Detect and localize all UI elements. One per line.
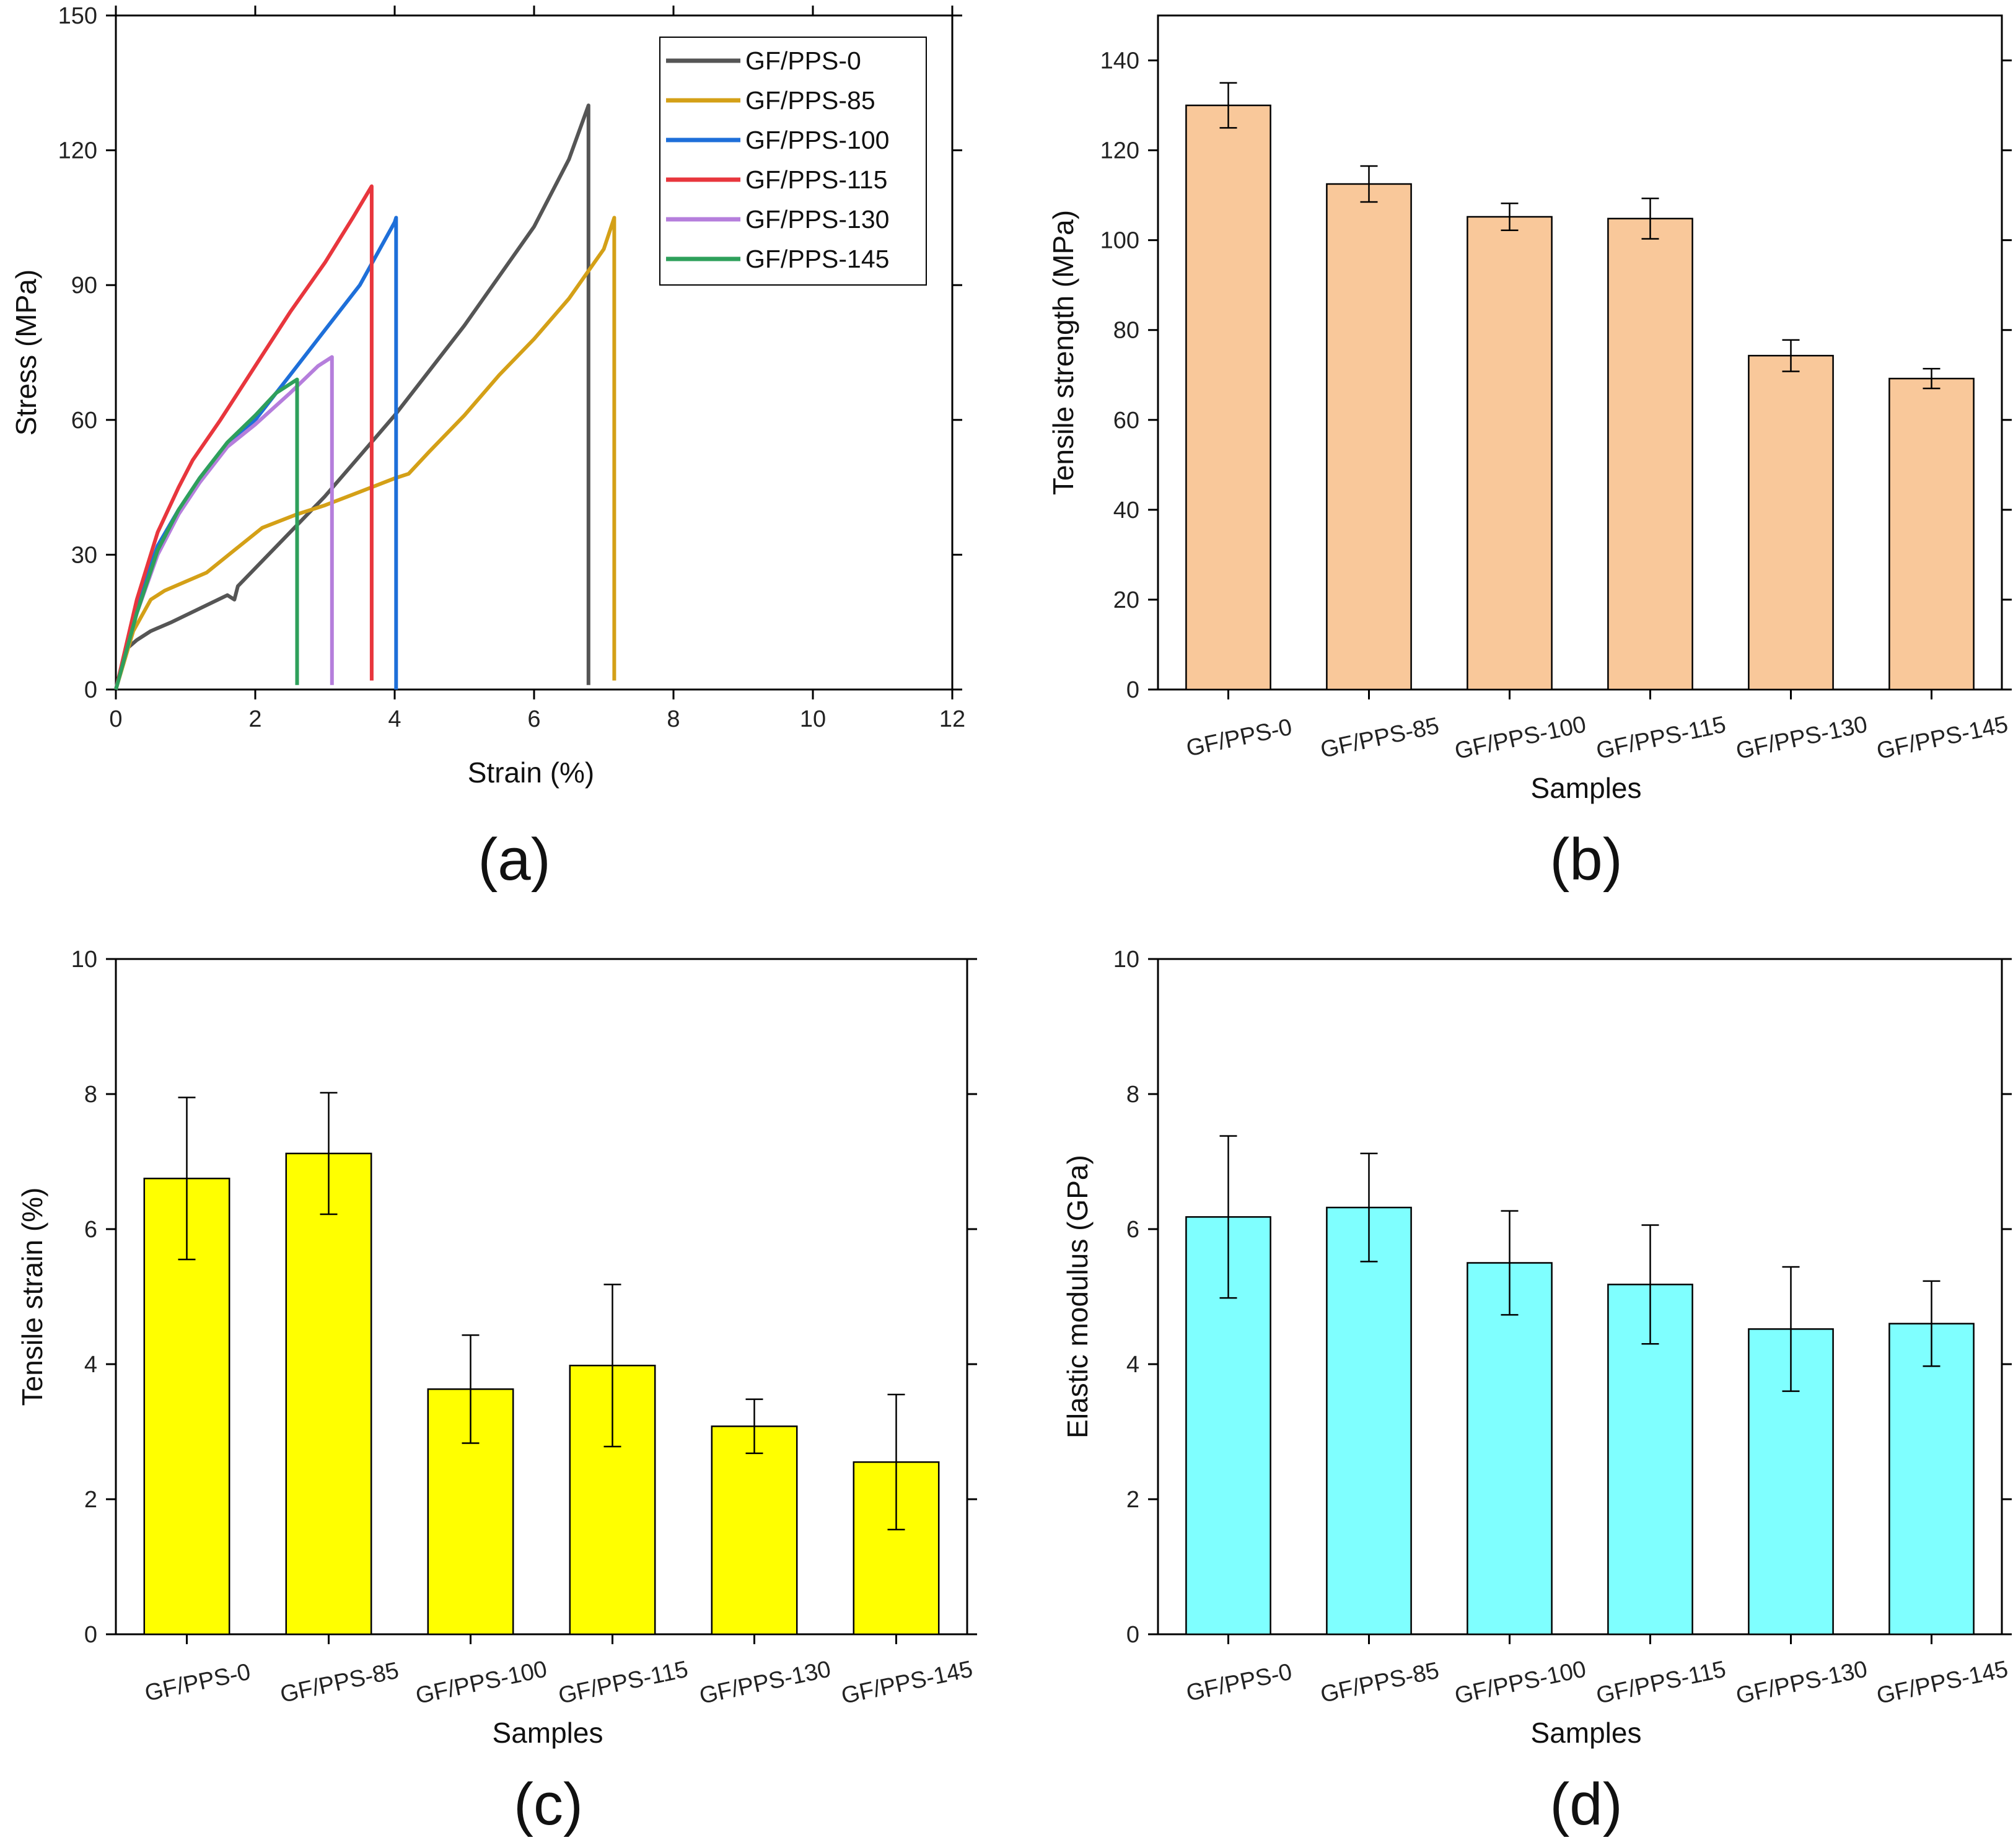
series-line-GF/PPS-85 xyxy=(114,216,616,690)
y-tick-label: 10 xyxy=(1113,947,1139,973)
category-label: GF/PPS-85 xyxy=(1318,1658,1442,1708)
x-axis-title: Samples xyxy=(493,1717,603,1749)
bar-GF/PPS-130 xyxy=(1748,1328,1834,1636)
legend-label: GF/PPS-130 xyxy=(745,205,889,234)
x-tick-label: 4 xyxy=(388,706,401,732)
bar-GF/PPS-145 xyxy=(1888,1323,1975,1636)
y-tick-label: 150 xyxy=(58,3,97,29)
y-axis-title: Elastic modulus (GPa) xyxy=(1061,1155,1094,1439)
category-label: GF/PPS-85 xyxy=(278,1658,401,1708)
y-tick-label: 0 xyxy=(84,1622,97,1648)
category-label: GF/PPS-100 xyxy=(1452,1656,1588,1709)
x-axis-title: Samples xyxy=(1531,772,1642,804)
legend-label: GF/PPS-145 xyxy=(745,245,889,273)
category-label: GF/PPS-130 xyxy=(697,1656,833,1709)
bar-GF/PPS-130 xyxy=(1748,354,1834,691)
bar-GF/PPS-100 xyxy=(1467,1262,1553,1636)
panel-a: 0 30 60 90 120 150 Stress (MPa) (a) 0 2 4 6 8 10 12 Str… xyxy=(10,3,965,893)
x-tick-label: 10 xyxy=(800,706,826,732)
category-label: GF/PPS-115 xyxy=(1594,712,1729,764)
y-tick-label: 10 xyxy=(71,947,97,973)
y-tick-label: 120 xyxy=(1100,138,1139,164)
plot-frame xyxy=(1157,958,2003,1636)
panel-d: 0 2 4 6 8 10 Elastic modulus (GPa) (d) GF/PPS-0 G… xyxy=(1061,947,2012,1837)
panel-label: (b) xyxy=(1550,826,1622,893)
y-tick-label: 120 xyxy=(58,138,97,164)
series-line-GF/PPS-115 xyxy=(114,184,374,690)
series-line-GF/PPS-0 xyxy=(114,103,590,690)
y-tick-label: 30 xyxy=(71,542,97,568)
category-label: GF/PPS-0 xyxy=(1184,1659,1294,1707)
y-tick-label: 4 xyxy=(84,1352,97,1378)
series-line-GF/PPS-145 xyxy=(114,377,299,690)
legend-label: GF/PPS-115 xyxy=(745,165,887,194)
y-axis-title: Stress (MPa) xyxy=(10,269,42,436)
category-label: GF/PPS-100 xyxy=(413,1656,549,1709)
y-tick-label: 80 xyxy=(1113,318,1139,344)
series-line-GF/PPS-100 xyxy=(114,216,398,690)
y-tick-label: 6 xyxy=(1126,1217,1139,1243)
y-axis-title: Tensile strength (MPa) xyxy=(1047,210,1079,495)
y-tick-label: 20 xyxy=(1113,587,1139,613)
plot-frame xyxy=(115,958,968,1636)
y-axis-title: Tensile strain (%) xyxy=(16,1188,48,1406)
category-label: GF/PPS-145 xyxy=(1874,711,2010,764)
y-tick-label: 0 xyxy=(1126,1622,1139,1648)
panel-label: (d) xyxy=(1550,1771,1622,1837)
y-tick-label: 60 xyxy=(1113,408,1139,434)
legend-label: GF/PPS-100 xyxy=(745,126,889,154)
bar-GF/PPS-100 xyxy=(1467,216,1553,691)
bar-GF/PPS-85 xyxy=(285,1152,372,1636)
bar-GF/PPS-0 xyxy=(1185,104,1271,691)
category-label: GF/PPS-85 xyxy=(1318,713,1442,763)
y-tick-label: 0 xyxy=(1126,677,1139,703)
legend-box xyxy=(659,37,927,286)
x-tick-label: 8 xyxy=(667,706,680,732)
category-label: GF/PPS-145 xyxy=(1874,1656,2010,1709)
bar-GF/PPS-85 xyxy=(1326,183,1412,691)
legend-label: GF/PPS-0 xyxy=(745,46,861,75)
category-label: GF/PPS-100 xyxy=(1452,711,1588,764)
category-label: GF/PPS-145 xyxy=(839,1656,975,1709)
bar-GF/PPS-85 xyxy=(1326,1206,1412,1636)
plot-frame xyxy=(1157,14,2003,691)
y-tick-label: 60 xyxy=(71,408,97,434)
legend-label: GF/PPS-85 xyxy=(745,86,875,115)
y-tick-label: 8 xyxy=(84,1082,97,1108)
x-tick-label: 0 xyxy=(109,706,122,732)
panel-b: 0 20 40 60 80 100 120 140 Tensile strength (MPa)… xyxy=(1047,14,2012,893)
y-tick-label: 6 xyxy=(84,1217,97,1243)
bar-GF/PPS-115 xyxy=(1607,217,1693,691)
category-label: GF/PPS-0 xyxy=(1184,714,1294,762)
x-tick-label: 2 xyxy=(248,706,261,732)
category-label: GF/PPS-115 xyxy=(1594,1657,1729,1709)
x-tick-label: 6 xyxy=(527,706,540,732)
category-label: GF/PPS-130 xyxy=(1734,711,1869,764)
y-tick-label: 4 xyxy=(1126,1352,1139,1378)
category-label: GF/PPS-130 xyxy=(1734,1656,1869,1709)
bar-GF/PPS-145 xyxy=(1888,377,1975,691)
y-tick-label: 90 xyxy=(71,273,97,299)
category-label: GF/PPS-115 xyxy=(556,1657,691,1709)
y-tick-label: 2 xyxy=(1126,1487,1139,1513)
y-tick-label: 8 xyxy=(1126,1082,1139,1108)
y-tick-label: 100 xyxy=(1100,228,1139,254)
y-tick-label: 140 xyxy=(1100,48,1139,74)
bar-GF/PPS-130 xyxy=(711,1425,798,1636)
x-axis-title: Samples xyxy=(1531,1717,1642,1749)
panel-c: 0 2 4 6 8 10 Tensile strain (%) (c) GF/PPS-0 GF/P… xyxy=(16,947,977,1837)
x-axis-title: Strain (%) xyxy=(468,756,594,789)
panel-label: (c) xyxy=(514,1771,583,1837)
y-tick-label: 2 xyxy=(84,1487,97,1513)
y-tick-label: 0 xyxy=(84,677,97,703)
y-tick-label: 40 xyxy=(1113,497,1139,523)
x-tick-label: 12 xyxy=(939,706,965,732)
panel-label: (a) xyxy=(478,826,550,893)
category-label: GF/PPS-0 xyxy=(143,1659,253,1707)
